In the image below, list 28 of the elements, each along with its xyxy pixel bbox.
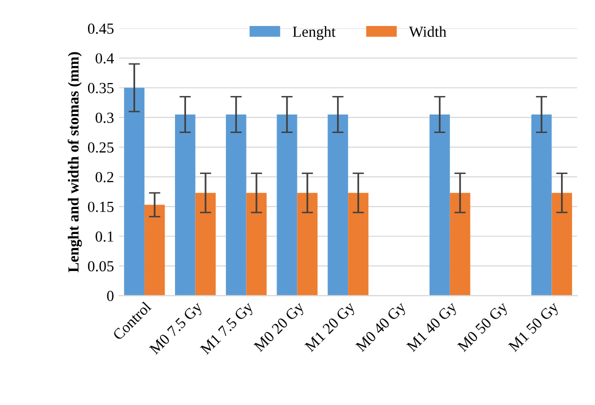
- bar: [531, 114, 552, 296]
- bar: [552, 192, 572, 296]
- y-tick-label: 0: [107, 290, 114, 302]
- y-tick-label: 0.25: [88, 142, 114, 153]
- legend-label: Width: [408, 26, 446, 37]
- bar: [246, 192, 267, 296]
- bar: [276, 114, 298, 296]
- bar: [195, 192, 216, 296]
- bar: [430, 114, 450, 296]
- y-tick-label: 0.05: [88, 261, 114, 272]
- legend-label: Lenght: [292, 26, 336, 40]
- y-axis-title: Lenght and width of stomas (mm): [68, 52, 82, 272]
- y-tick-label: 0.3: [96, 112, 114, 123]
- bar: [124, 88, 144, 296]
- y-tick-label: 0.4: [96, 53, 114, 64]
- bar: [450, 192, 470, 296]
- bar: [348, 192, 368, 296]
- y-tick-label: 0.1: [96, 231, 114, 242]
- bar: [297, 192, 318, 296]
- bar: [226, 114, 246, 296]
- bar: [328, 114, 348, 296]
- x-tick-label: M1 50 Gy: [508, 300, 562, 354]
- y-tick-label: 0.35: [88, 82, 114, 94]
- bar: [174, 114, 196, 296]
- y-tick-label: 0.2: [96, 172, 114, 182]
- y-tick-label: 0.15: [88, 202, 114, 212]
- y-tick-label: 0.45: [88, 23, 114, 34]
- bar: [144, 204, 165, 296]
